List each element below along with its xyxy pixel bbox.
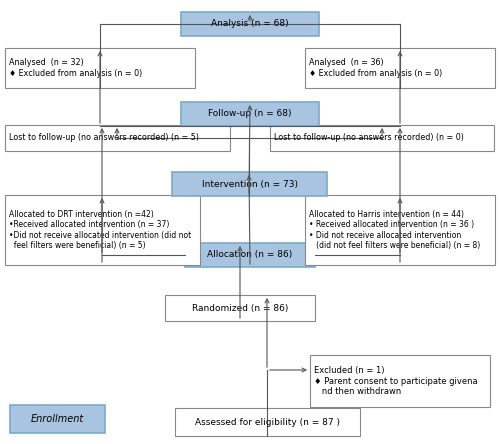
Bar [310,355,490,407]
Bar [270,125,494,151]
Text: Analysed  (n = 36)
♦ Excluded from analysis (n = 0): Analysed (n = 36) ♦ Excluded from analys… [309,58,442,78]
Text: Allocated to DRT intervention (n =42)
•Received allocated intervention (n = 37)
: Allocated to DRT intervention (n =42) •R… [9,210,191,250]
Bar [5,48,195,88]
Text: Enrollment: Enrollment [31,414,84,424]
Text: Randomized (n = 86): Randomized (n = 86) [192,304,288,313]
Text: Assessed for eligibility (n = 87 ): Assessed for eligibility (n = 87 ) [195,417,340,427]
Bar [185,243,315,267]
Bar [10,405,105,433]
Bar [175,408,360,436]
Text: Allocated to Harris intervention (n = 44)
• Received allocated intervention (n =: Allocated to Harris intervention (n = 44… [309,210,480,250]
Text: Lost to follow-up (no answers recorded) (n = 0): Lost to follow-up (no answers recorded) … [274,134,464,143]
Text: Analysed  (n = 32)
♦ Excluded from analysis (n = 0): Analysed (n = 32) ♦ Excluded from analys… [9,58,142,78]
Text: Allocation (n = 86): Allocation (n = 86) [208,250,292,259]
Bar [172,172,327,196]
Text: Intervention (n = 73): Intervention (n = 73) [202,179,298,189]
Bar [181,12,319,36]
Text: Excluded (n = 1)
♦ Parent consent to participate givena
   nd then withdrawn: Excluded (n = 1) ♦ Parent consent to par… [314,366,478,396]
Bar [305,195,495,265]
Bar [305,48,495,88]
Bar [181,102,319,126]
Bar [165,295,315,321]
Text: Analysis (n = 68): Analysis (n = 68) [211,20,289,28]
Bar [5,125,230,151]
Text: Follow-up (n = 68): Follow-up (n = 68) [208,110,292,119]
Bar [5,195,200,265]
Text: Lost to follow-up (no answers recorded) (n = 5): Lost to follow-up (no answers recorded) … [9,134,199,143]
